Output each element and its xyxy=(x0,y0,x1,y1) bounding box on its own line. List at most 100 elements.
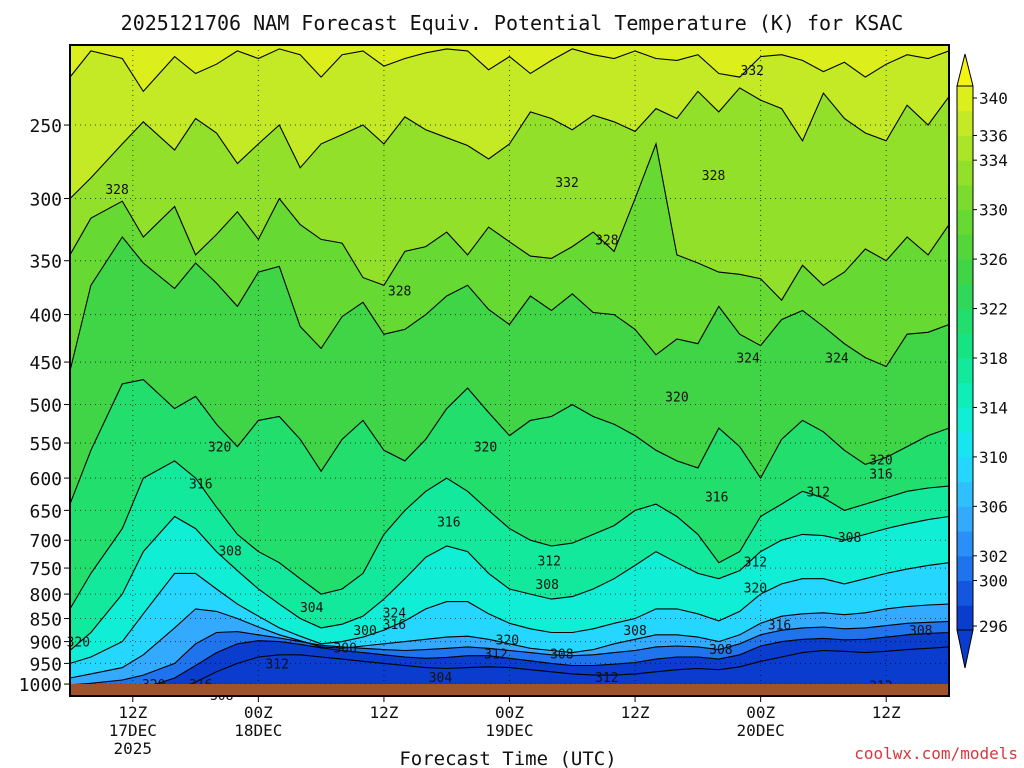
contour-label: 320 xyxy=(665,390,688,405)
contour-label: 328 xyxy=(595,233,618,248)
contour-line xyxy=(70,236,949,372)
colorbar-segment xyxy=(957,283,973,310)
contour-line xyxy=(70,562,949,664)
contour-label: 316 xyxy=(189,477,212,492)
contour-label: 324 xyxy=(825,352,849,367)
contour-label: 312 xyxy=(806,485,829,500)
colorbar-segment xyxy=(957,86,973,112)
colorbar-segment xyxy=(957,259,973,285)
y-tick-label: 500 xyxy=(29,396,62,417)
colorbar-label: 340 xyxy=(979,89,1008,108)
contour-line xyxy=(70,141,949,302)
contour-line xyxy=(70,631,949,696)
x-axis-title: Forecast Time (UTC) xyxy=(399,748,616,768)
theta-e-band xyxy=(70,646,949,696)
contour-label: 320 xyxy=(208,441,231,456)
grid-layer xyxy=(70,45,949,696)
contour-label: 312 xyxy=(265,657,288,672)
contour-line xyxy=(70,515,949,651)
y-tick-label: 700 xyxy=(29,531,62,552)
contour-label: 320 xyxy=(474,441,497,456)
contour-fill-layer xyxy=(70,45,949,696)
x-tick-label: 2025 xyxy=(114,739,153,758)
x-tick-label: 00Z xyxy=(746,703,775,722)
contour-label: 308 xyxy=(535,578,558,593)
colorbar-segment xyxy=(957,308,973,334)
x-tick-label: 18DEC xyxy=(234,721,282,740)
colorbar-label: 330 xyxy=(979,201,1008,220)
contour-label: 320 xyxy=(869,454,892,469)
x-tick-label: 12Z xyxy=(118,703,147,722)
contour-label: 308 xyxy=(909,624,932,639)
colorbar-label: 296 xyxy=(979,617,1008,636)
ground-surface-strip xyxy=(70,684,949,696)
contour-line xyxy=(70,603,949,679)
y-tick-label: 850 xyxy=(29,610,62,631)
x-tick-label: 12Z xyxy=(872,703,901,722)
contour-label: 324 xyxy=(383,606,407,621)
y-tick-label: 350 xyxy=(29,252,62,273)
colorbar-segment xyxy=(957,555,973,582)
x-tick-label: 20DEC xyxy=(737,721,785,740)
contour-label: 312 xyxy=(538,554,561,569)
y-tick-label: 600 xyxy=(29,469,62,490)
contour-line xyxy=(70,460,949,610)
y-tick-label: 750 xyxy=(29,559,62,580)
colorbar-segment xyxy=(957,333,973,359)
contour-line-layer xyxy=(70,48,949,696)
colorbar-segment xyxy=(957,456,973,483)
contour-label: 316 xyxy=(383,618,406,633)
contour-label: 308 xyxy=(838,531,861,546)
y-axis: 2503003504004505005506006507007508008509… xyxy=(19,116,70,696)
contour-line xyxy=(70,646,949,696)
colorbar-label: 306 xyxy=(979,497,1008,516)
colorbar-segment xyxy=(957,209,973,235)
contour-label: 308 xyxy=(709,643,732,658)
contour-line xyxy=(70,87,949,199)
colorbar-label: 318 xyxy=(979,349,1008,368)
contour-label: 320 xyxy=(744,581,767,596)
colorbar-segment xyxy=(957,531,973,557)
y-tick-label: 300 xyxy=(29,190,62,211)
colorbar-bottom-arrow xyxy=(956,629,974,669)
contour-line xyxy=(70,620,949,686)
colorbar-segment xyxy=(957,160,973,186)
contour-label: 316 xyxy=(705,490,728,505)
x-tick-label: 00Z xyxy=(244,703,273,722)
colorbar-label: 300 xyxy=(979,572,1008,591)
y-tick-label: 1000 xyxy=(19,675,62,696)
contour-label: 300 xyxy=(353,624,376,639)
colorbar-segment xyxy=(957,481,973,507)
colorbar-segment xyxy=(957,506,973,532)
y-tick-label: 450 xyxy=(29,353,62,374)
contour-label: 328 xyxy=(702,169,725,184)
contour-label: 328 xyxy=(388,285,411,300)
contour-label: 316 xyxy=(437,515,460,530)
colorbar-label: 334 xyxy=(979,151,1008,170)
contour-label: 332 xyxy=(555,176,578,191)
contour-label: 316 xyxy=(768,619,791,634)
colorbar-segment xyxy=(957,580,973,606)
x-tick-label: 17DEC xyxy=(109,721,157,740)
colorbar-segment xyxy=(957,382,973,408)
colorbar-segment xyxy=(957,234,973,260)
watermark: coolwx.com/models xyxy=(854,744,1018,763)
y-tick-label: 250 xyxy=(29,116,62,137)
contour-label: 312 xyxy=(744,556,767,571)
contour-label: 304 xyxy=(429,671,453,686)
contour-label: 320 xyxy=(67,636,90,651)
contour-label: 332 xyxy=(741,64,764,79)
x-tick-label: 12Z xyxy=(621,703,650,722)
x-tick-label: 12Z xyxy=(369,703,398,722)
chart-title: 2025121706 NAM Forecast Equiv. Potential… xyxy=(121,11,904,35)
colorbar-label: 322 xyxy=(979,300,1008,319)
colorbar-label: 336 xyxy=(979,126,1008,145)
contour-line xyxy=(70,379,949,505)
contour-label: 312 xyxy=(595,671,618,686)
colorbar-label: 310 xyxy=(979,448,1008,467)
colorbar-segment xyxy=(957,605,973,631)
contour-label: 308 xyxy=(218,544,241,559)
contour-label: 324 xyxy=(736,352,760,367)
